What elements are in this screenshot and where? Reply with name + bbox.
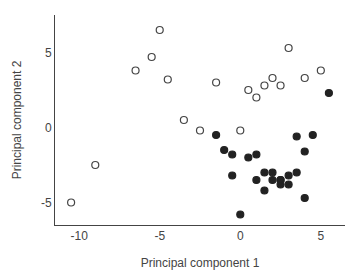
svg-text:0: 0 [45, 121, 52, 135]
svg-text:5: 5 [45, 46, 52, 60]
svg-text:-5: -5 [41, 196, 52, 210]
svg-text:5: 5 [317, 229, 324, 243]
svg-text:-5: -5 [154, 229, 165, 243]
svg-text:0: 0 [237, 229, 244, 243]
svg-text:Principal component 2: Principal component 2 [10, 60, 24, 179]
svg-text:Principal component 1: Principal component 1 [141, 256, 260, 270]
svg-text:-10: -10 [70, 229, 88, 243]
